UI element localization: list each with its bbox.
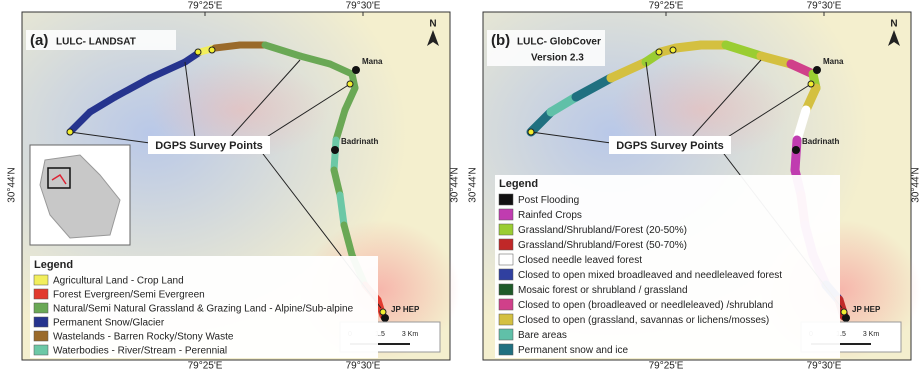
legend-swatch: [34, 289, 48, 299]
legend-label: Closed to open (grassland, savannas or l…: [518, 315, 769, 326]
legend-swatch: [499, 314, 513, 325]
legend-swatch: [499, 329, 513, 340]
legend-label: Agricultural Land - Crop Land: [53, 276, 184, 287]
legend-swatch: [499, 344, 513, 355]
survey-point: [209, 47, 215, 53]
legend-swatch: [34, 275, 48, 285]
legend-label: Mosaic forest or shrubland / grassland: [518, 285, 688, 296]
legend-label: Wastelands - Barren Rocky/Stony Waste: [53, 332, 234, 343]
latitude-label: 30°44'N: [911, 167, 922, 202]
legend-swatch: [499, 269, 513, 280]
latitude-label: 30°44'N: [468, 167, 479, 202]
callout-label: DGPS Survey Points: [616, 140, 724, 152]
place-label: Mana: [362, 57, 383, 66]
panel-subtitle: Version 2.3: [531, 53, 584, 64]
legend-label: Permanent snow and ice: [518, 345, 629, 356]
survey-point: [195, 49, 201, 55]
legend-label: Permanent Snow/Glacier: [53, 318, 165, 329]
place-label: Mana: [823, 57, 844, 66]
place-label: JP HEP: [391, 305, 420, 314]
survey-point: [528, 129, 534, 135]
longitude-label: 79°25'E: [188, 1, 223, 12]
place-marker: [813, 66, 821, 74]
place-marker: [352, 66, 360, 74]
panel-title: LULC- LANDSAT: [56, 37, 136, 48]
north-label: N: [890, 19, 897, 30]
place-label: JP HEP: [852, 305, 881, 314]
survey-point: [67, 129, 73, 135]
place-marker: [792, 146, 800, 154]
place-label: Badrinath: [802, 137, 839, 146]
legend-label: Grassland/Shrubland/Forest (20-50%): [518, 225, 687, 236]
legend-swatch: [499, 224, 513, 235]
survey-point: [841, 309, 847, 315]
latitude-label: 30°44'N: [450, 167, 461, 202]
legend-swatch: [34, 303, 48, 313]
legend-label: Waterbodies - River/Stream - Perennial: [53, 346, 227, 357]
figure: 79°25'E 79°25'E 79°30'E 79°30'E 30°44'N 30°44…: [0, 0, 922, 373]
survey-point: [380, 309, 386, 315]
legend-label: Closed to open (broadleaved or needlelea…: [518, 300, 773, 311]
legend-swatch: [34, 345, 48, 355]
panel-label: (b): [491, 32, 510, 49]
survey-point: [656, 49, 662, 55]
legend-label: Post Flooding: [518, 195, 579, 206]
legend-swatch: [499, 239, 513, 250]
legend-swatch: [499, 209, 513, 220]
legend-swatch: [34, 317, 48, 327]
legend-label: Natural/Semi Natural Grassland & Grazing…: [53, 304, 354, 315]
legend-swatch: [499, 299, 513, 310]
land-cover-track: [215, 45, 240, 48]
longitude-label: 79°25'E: [649, 361, 684, 372]
survey-point: [670, 47, 676, 53]
legend-label: Rainfed Crops: [518, 210, 582, 221]
scale-label: 3 Km: [402, 331, 419, 338]
legend-label: Forest Evergreen/Semi Evergreen: [53, 290, 205, 301]
survey-point: [808, 81, 814, 87]
legend-title: Legend: [499, 178, 538, 190]
scale-label: 3 Km: [863, 331, 880, 338]
legend-label: Grassland/Shrubland/Forest (50-70%): [518, 240, 687, 251]
place-label: Badrinath: [341, 137, 378, 146]
place-marker: [331, 146, 339, 154]
longitude-label: 79°25'E: [188, 361, 223, 372]
north-label: N: [429, 19, 436, 30]
survey-point: [347, 81, 353, 87]
longitude-label: 79°30'E: [346, 361, 381, 372]
callout-label: DGPS Survey Points: [155, 140, 263, 152]
legend-title: Legend: [34, 259, 73, 271]
legend-swatch: [499, 284, 513, 295]
legend-label: Bare areas: [518, 330, 567, 341]
legend-label: Closed to open mixed broadleaved and nee…: [518, 270, 782, 281]
latitude-label: 30°44'N: [7, 167, 18, 202]
map-panel: 79°25'E 79°25'E 79°30'E 79°30'E 30°44'N 30°44…: [468, 1, 922, 372]
panel-title: LULC- GlobCover: [517, 37, 601, 48]
map-panel: 79°25'E 79°25'E 79°30'E 79°30'E 30°44'N 30°44…: [7, 1, 461, 372]
longitude-label: 79°30'E: [807, 361, 842, 372]
land-cover-track: [795, 140, 797, 170]
longitude-label: 79°25'E: [649, 1, 684, 12]
legend-swatch: [34, 331, 48, 341]
legend-swatch: [499, 254, 513, 265]
longitude-label: 79°30'E: [807, 1, 842, 12]
longitude-label: 79°30'E: [346, 1, 381, 12]
land-cover-track: [334, 140, 336, 170]
land-cover-track: [340, 195, 344, 225]
legend-label: Closed needle leaved forest: [518, 255, 642, 266]
panel-label: (a): [30, 32, 48, 49]
legend-swatch: [499, 194, 513, 205]
